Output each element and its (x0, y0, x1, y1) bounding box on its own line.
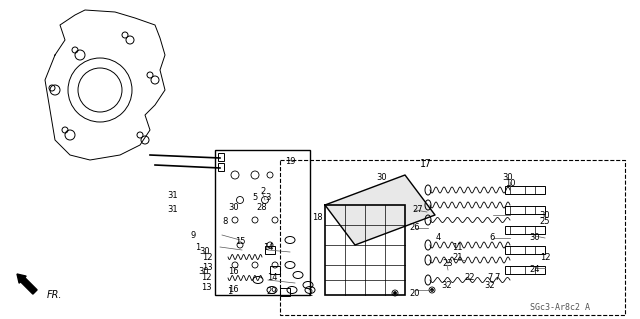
Text: 1: 1 (195, 243, 200, 253)
Text: 5: 5 (252, 192, 258, 202)
Bar (270, 266, 280, 274)
Bar (218, 153, 224, 161)
Text: 14: 14 (263, 243, 273, 253)
Text: 3: 3 (266, 192, 271, 202)
Text: 2: 2 (260, 188, 266, 197)
FancyArrow shape (17, 274, 37, 294)
Circle shape (431, 288, 433, 292)
Text: 22: 22 (465, 273, 476, 283)
Bar (505, 226, 545, 234)
Text: 12: 12 (540, 254, 550, 263)
Text: 4: 4 (435, 233, 440, 241)
Text: 20: 20 (410, 290, 420, 299)
Bar (280, 288, 290, 296)
Circle shape (394, 292, 397, 294)
Text: 1: 1 (227, 287, 232, 296)
Text: 25: 25 (540, 218, 550, 226)
Bar (505, 266, 545, 274)
Text: 18: 18 (312, 213, 323, 222)
Text: 30: 30 (377, 174, 387, 182)
Bar (325, 205, 405, 295)
Text: 26: 26 (410, 224, 420, 233)
Text: 6: 6 (490, 233, 495, 241)
Text: 31: 31 (168, 205, 178, 214)
Text: 30: 30 (198, 268, 209, 277)
Text: 30: 30 (502, 174, 513, 182)
Text: 32: 32 (442, 280, 452, 290)
Text: 31: 31 (168, 190, 178, 199)
Text: 8: 8 (223, 218, 228, 226)
Text: SGc3-Ar8c2 A: SGc3-Ar8c2 A (530, 303, 590, 313)
Text: 15: 15 (235, 238, 246, 247)
Text: 9: 9 (191, 231, 196, 240)
Text: 12: 12 (202, 272, 212, 281)
Text: 30: 30 (540, 211, 550, 219)
Text: 7: 7 (494, 273, 500, 283)
Text: 11: 11 (452, 243, 462, 253)
Text: 27: 27 (413, 205, 423, 214)
Text: 13: 13 (202, 263, 213, 271)
Bar (505, 186, 545, 194)
Text: 29: 29 (267, 287, 277, 296)
Text: 16: 16 (228, 268, 239, 277)
Text: 30: 30 (228, 203, 239, 211)
Text: 30: 30 (530, 234, 540, 242)
Bar (280, 160, 625, 315)
Text: 2: 2 (307, 288, 312, 298)
Text: 17: 17 (420, 159, 432, 169)
Bar (265, 246, 275, 254)
Text: 7: 7 (487, 273, 493, 283)
Text: 24: 24 (530, 265, 540, 275)
Text: 28: 28 (257, 203, 268, 211)
Bar (505, 206, 545, 214)
Text: 14: 14 (267, 273, 277, 283)
Text: 10: 10 (505, 179, 515, 188)
Text: 32: 32 (484, 280, 495, 290)
Text: 30: 30 (200, 248, 210, 256)
Text: FR.: FR. (47, 290, 63, 300)
Text: 21: 21 (452, 254, 463, 263)
Text: 19: 19 (285, 158, 295, 167)
Bar (215, 150, 310, 295)
Bar (505, 246, 545, 254)
Text: 12: 12 (202, 254, 213, 263)
Text: 16: 16 (228, 286, 239, 294)
Bar (218, 163, 224, 171)
Polygon shape (325, 175, 435, 245)
Text: 13: 13 (202, 283, 212, 292)
Text: 23: 23 (443, 258, 453, 268)
